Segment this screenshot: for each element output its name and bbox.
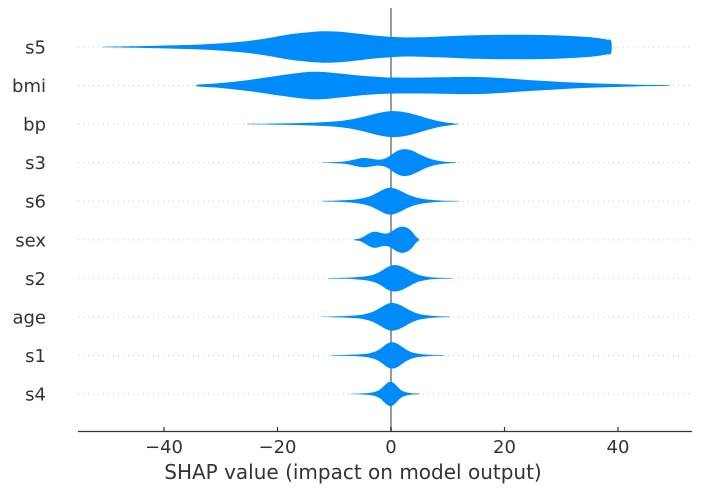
x-axis-label: SHAP value (impact on model output) xyxy=(164,460,542,484)
feature-label-age: age xyxy=(12,307,46,328)
x-tick-label--20: −20 xyxy=(259,437,297,458)
violin-bp xyxy=(247,111,459,138)
x-tick-label-20: 20 xyxy=(493,437,516,458)
feature-label-s5: s5 xyxy=(25,38,46,59)
violin-sex xyxy=(354,226,420,253)
violin-bmi xyxy=(195,71,671,100)
feature-label-s1: s1 xyxy=(25,346,46,367)
violin-s1 xyxy=(330,342,445,369)
feature-label-bp: bp xyxy=(23,115,46,136)
feature-label-bmi: bmi xyxy=(12,76,46,97)
violin-s2 xyxy=(327,265,454,292)
feature-label-s2: s2 xyxy=(25,269,46,290)
violin-s6 xyxy=(321,187,459,215)
feature-label-s4: s4 xyxy=(25,384,46,405)
violin-age xyxy=(321,302,451,331)
feature-label-s6: s6 xyxy=(25,192,46,213)
x-tick-label-40: 40 xyxy=(607,437,630,458)
violin-s4 xyxy=(350,381,420,407)
x-tick-label-0: 0 xyxy=(385,437,396,458)
feature-label-s3: s3 xyxy=(25,153,46,174)
x-tick-label--40: −40 xyxy=(145,437,183,458)
feature-label-sex: sex xyxy=(15,230,46,251)
violin-s5 xyxy=(101,31,612,63)
violin-s3 xyxy=(321,149,456,177)
